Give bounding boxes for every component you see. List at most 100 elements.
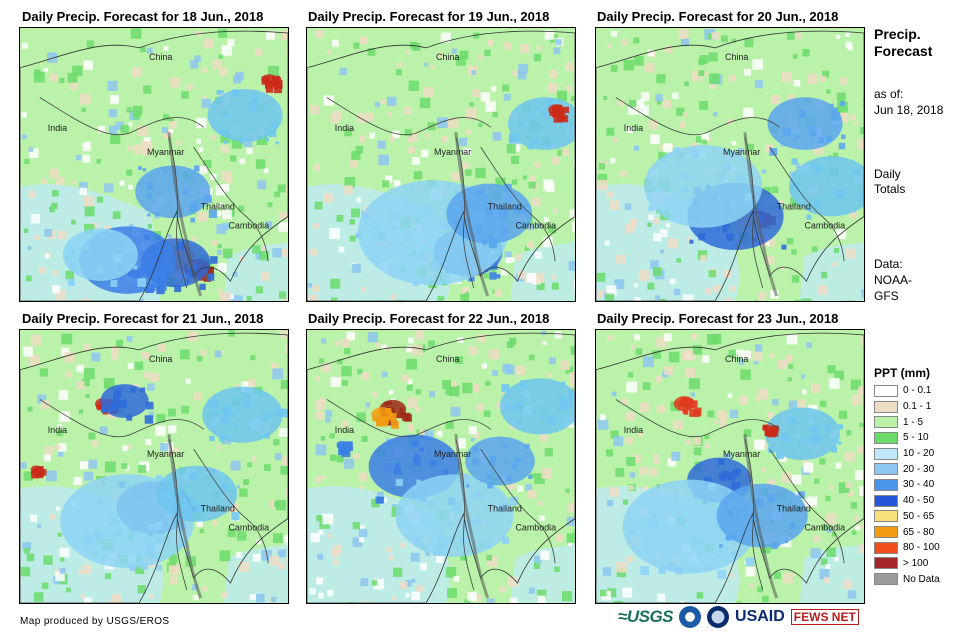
precip-cell [69, 263, 78, 271]
legend-swatch [874, 494, 898, 507]
precip-cell [534, 473, 545, 484]
precip-cell [282, 456, 288, 467]
precip-cell [831, 446, 838, 453]
precip-cell [606, 285, 617, 296]
precip-cell [801, 389, 807, 395]
precip-cell [196, 138, 202, 144]
precip-cell [126, 414, 133, 421]
precip-cell [138, 465, 147, 473]
precip-cell [409, 41, 417, 49]
precip-cell [726, 233, 734, 242]
precip-cell [535, 223, 541, 229]
precip-cell [707, 33, 714, 40]
precip-cell [148, 411, 154, 418]
precip-cell [524, 443, 530, 449]
precip-cell [803, 462, 814, 473]
precip-cell [193, 392, 202, 401]
precip-cell [822, 70, 830, 78]
precip-cell [229, 503, 239, 513]
precip-cell [682, 294, 694, 301]
precip-cell [708, 52, 718, 62]
precip-cell [349, 235, 356, 242]
precip-cell [34, 467, 44, 477]
precip-cell [544, 30, 555, 40]
precip-cell [137, 125, 149, 137]
precip-cell [819, 458, 826, 465]
precip-cell [395, 299, 406, 301]
precip-cell [622, 587, 633, 598]
precip-cell [367, 47, 376, 56]
precip-cell [388, 401, 392, 405]
precip-cell [466, 484, 470, 488]
precip-cell [395, 69, 402, 76]
precip-cell [781, 72, 792, 83]
precip-cell [329, 228, 341, 239]
precip-cell [277, 184, 286, 193]
precip-cell [776, 451, 784, 460]
precip-cell [130, 28, 142, 39]
precip-cell [806, 73, 818, 85]
precip-cell [722, 221, 730, 229]
precip-cell [408, 146, 416, 154]
precip-cell [438, 534, 444, 540]
precip-cell [540, 107, 545, 112]
precip-cell [846, 300, 855, 301]
precip-cell [810, 383, 821, 393]
precip-cell [478, 122, 483, 128]
legend-swatch [874, 541, 898, 554]
precip-cell [547, 416, 556, 426]
precip-cell [343, 446, 350, 453]
precip-cell [668, 351, 680, 363]
precip-cell [203, 38, 214, 49]
precip-cell [110, 279, 118, 287]
precip-blob [202, 386, 283, 443]
precip-cell [718, 410, 727, 419]
precip-cell [399, 411, 406, 419]
precip-cell [387, 111, 392, 117]
precip-cell [484, 541, 492, 549]
precip-cell [551, 282, 559, 290]
precip-cell [413, 171, 423, 180]
precip-cell [545, 141, 552, 148]
precip-cell [138, 166, 142, 170]
precip-cell [533, 53, 542, 62]
precip-cell [403, 106, 413, 115]
precip-cell [239, 256, 245, 262]
precip-cell [501, 536, 509, 544]
precip-cell [484, 268, 489, 273]
precip-cell [609, 200, 620, 211]
precip-cell [522, 175, 527, 180]
precip-cell [416, 497, 420, 502]
precip-cell [233, 295, 243, 301]
precip-cell [769, 427, 775, 434]
place-label-china: China [436, 52, 459, 62]
precip-cell [241, 381, 252, 392]
precip-cell [223, 113, 228, 118]
place-label-china: China [149, 52, 172, 62]
precip-cell [382, 180, 389, 188]
precip-cell [380, 415, 389, 424]
precip-cell [701, 132, 710, 141]
precip-cell [626, 456, 636, 467]
precip-cell [836, 92, 846, 102]
precip-cell [743, 107, 754, 119]
precip-cell [256, 134, 268, 146]
precip-cell [119, 180, 125, 186]
country-border [744, 439, 764, 591]
precip-cell [838, 410, 848, 419]
precip-cell [469, 102, 474, 107]
panel-title-1: Daily Precip. Forecast for 18 Jun., 2018 [22, 9, 264, 24]
precip-cell [341, 338, 351, 348]
precip-cell [84, 471, 94, 481]
precip-cell [356, 197, 362, 203]
precip-cell [477, 334, 486, 343]
precip-cell [498, 502, 507, 512]
precip-cell [154, 521, 162, 530]
precip-cell [609, 486, 620, 497]
usaid-seal-icon [707, 606, 730, 628]
precip-cell [181, 91, 189, 99]
precip-cell [66, 587, 71, 593]
precip-cell [603, 96, 608, 100]
precip-cell [693, 407, 702, 416]
precip-cell [508, 133, 518, 143]
